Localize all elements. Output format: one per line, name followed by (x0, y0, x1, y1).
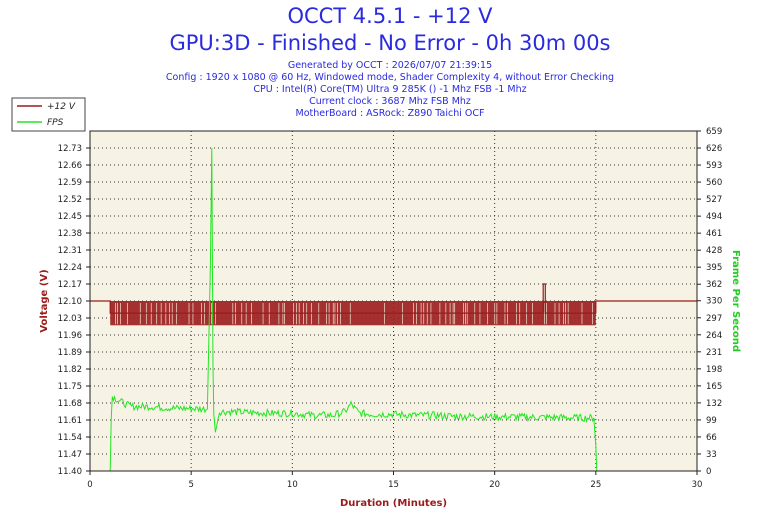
legend-label-voltage: +12 V (47, 102, 76, 112)
y-tick-label: 11.40 (58, 467, 82, 477)
y2-tick-label: 659 (706, 127, 722, 137)
y-tick-label: 12.10 (58, 297, 82, 307)
y-tick-label: 12.45 (58, 212, 82, 222)
y2-tick-label: 494 (706, 212, 722, 222)
y-tick-label: 11.47 (58, 450, 82, 460)
y2-tick-label: 231 (706, 348, 722, 358)
y-tick-label: 12.38 (58, 229, 82, 239)
y-tick-label: 11.54 (58, 433, 82, 443)
y-tick-label: 11.75 (58, 382, 82, 392)
y-tick-label: 11.61 (58, 416, 82, 426)
y2-tick-label: 428 (706, 246, 722, 256)
y2-tick-label: 330 (706, 297, 722, 307)
y2-tick-label: 165 (706, 382, 722, 392)
y-tick-label: 11.96 (58, 331, 82, 341)
y-tick-label: 12.03 (58, 314, 82, 324)
y-tick-label: 11.82 (58, 365, 82, 375)
y2-axis-label: Frame Per Second (730, 250, 741, 352)
x-tick-label: 25 (590, 480, 601, 490)
y-tick-label: 11.89 (58, 348, 82, 358)
y-tick-label: 12.73 (58, 144, 82, 154)
y-axis-label: Voltage (V) (39, 269, 50, 332)
info-clock: Current clock : 3687 Mhz FSB Mhz (309, 96, 471, 107)
chart-title: OCCT 4.5.1 - +12 V (287, 4, 493, 28)
y2-tick-label: 66 (706, 433, 717, 443)
y-tick-label: 12.52 (58, 195, 82, 205)
y-tick-label: 12.31 (58, 246, 82, 256)
info-generated: Generated by OCCT : 2026/07/07 21:39:15 (287, 60, 493, 71)
y2-tick-label: 593 (706, 161, 722, 171)
y2-tick-label: 198 (706, 365, 722, 375)
y-tick-label: 11.68 (58, 399, 82, 409)
y2-tick-label: 132 (706, 399, 722, 409)
x-tick-label: 10 (287, 480, 298, 490)
voltage-series-line (90, 283, 697, 314)
info-cpu: CPU : Intel(R) Core(TM) Ultra 9 285K () … (253, 84, 527, 95)
y2-tick-label: 99 (706, 416, 717, 426)
y-tick-label: 12.17 (58, 280, 82, 290)
y2-tick-label: 362 (706, 280, 722, 290)
y2-tick-label: 264 (706, 331, 722, 341)
y2-tick-label: 560 (706, 178, 722, 188)
gridlines (90, 131, 697, 471)
chart-subtitle: GPU:3D - Finished - No Error - 0h 30m 00… (169, 31, 611, 55)
x-tick-label: 20 (489, 480, 500, 490)
y2-tick-label: 527 (706, 195, 722, 205)
y-tick-label: 12.66 (58, 161, 82, 171)
series-lines (90, 147, 697, 472)
info-config: Config : 1920 x 1080 @ 60 Hz, Windowed m… (165, 72, 615, 83)
x-tick-label: 0 (87, 480, 92, 490)
fps-series-line (109, 147, 598, 472)
info-motherboard: MotherBoard : ASRock: Z890 Taichi OCF (295, 108, 485, 119)
y-tick-label: 12.24 (58, 263, 82, 273)
legend-box (11, 97, 86, 132)
legend-label-fps: FPS (47, 118, 64, 128)
y2-tick-label: 297 (706, 314, 722, 324)
x-axis-label: Duration (Minutes) (340, 498, 447, 509)
x-tick-label: 30 (692, 480, 703, 490)
y2-tick-label: 461 (706, 229, 722, 239)
x-tick-label: 15 (388, 480, 399, 490)
y2-tick-label: 626 (706, 144, 722, 154)
y2-tick-label: 395 (706, 263, 722, 273)
y2-tick-label: 0 (706, 467, 711, 477)
y2-tick-label: 33 (706, 450, 717, 460)
x-tick-label: 5 (188, 480, 193, 490)
legend: +12 V FPS (11, 97, 86, 132)
tick-labels: 0 5 10 15 20 25 30 11.40 11.47 11.54 11.61 11.68 11.… (58, 127, 723, 490)
y-tick-label: 12.59 (58, 178, 82, 188)
